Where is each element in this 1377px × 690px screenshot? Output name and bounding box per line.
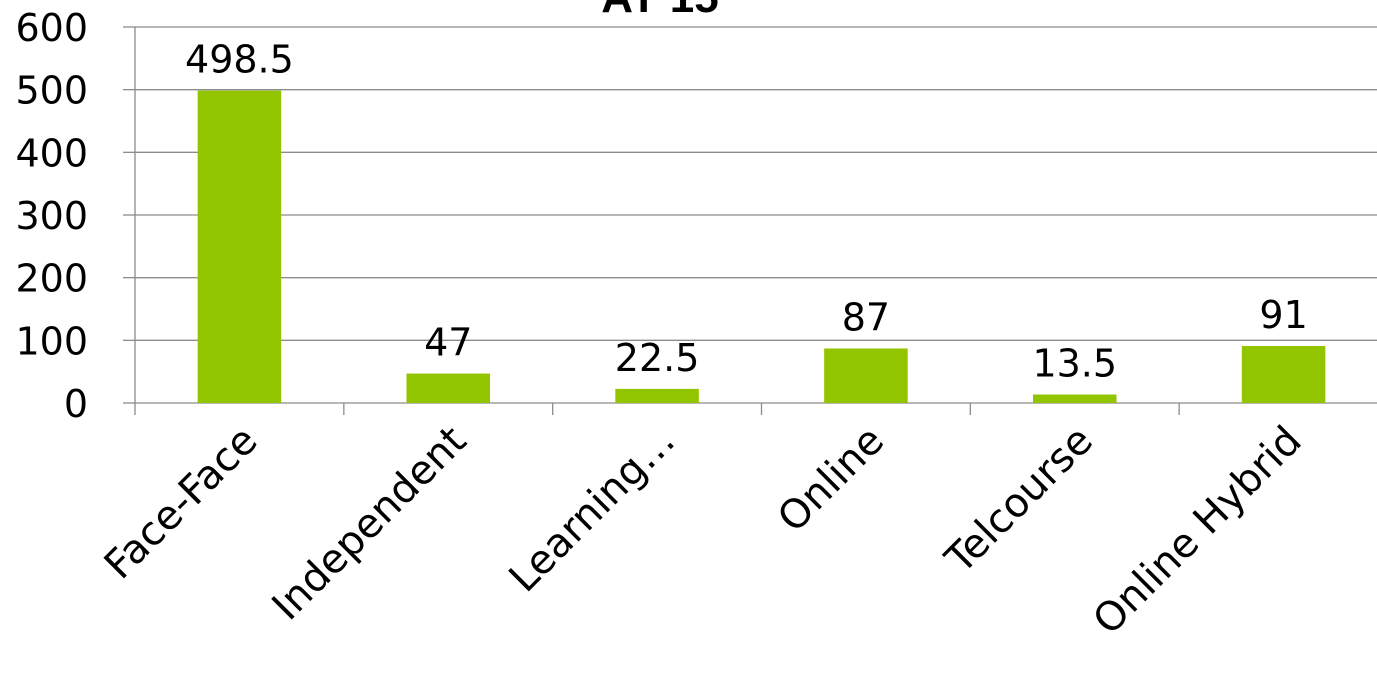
y-tick-label: 0 xyxy=(64,382,88,426)
bars xyxy=(197,90,1326,404)
category-label: Face-Face xyxy=(96,418,267,589)
y-tick-label: 600 xyxy=(15,6,88,50)
y-axis: 0 100 200 300 400 500 600 xyxy=(15,6,136,426)
bar xyxy=(406,373,491,403)
data-label: 13.5 xyxy=(1032,342,1117,386)
category-label: Online Hybrid xyxy=(1085,418,1311,644)
y-tick-label: 500 xyxy=(15,69,88,113)
data-label: 47 xyxy=(424,321,472,365)
gridlines xyxy=(135,26,1377,341)
y-tick-label: 400 xyxy=(15,131,88,175)
bar xyxy=(1241,345,1326,403)
category-label: Learning… xyxy=(501,418,685,602)
y-tick-label: 300 xyxy=(15,194,88,238)
x-axis xyxy=(134,402,1377,415)
bar xyxy=(615,388,699,403)
category-label: Independent xyxy=(264,418,476,630)
data-label: 91 xyxy=(1259,293,1307,337)
y-tick-label: 200 xyxy=(15,257,88,301)
y-tick-label: 100 xyxy=(15,319,88,363)
bar xyxy=(824,348,908,403)
category-label: Online xyxy=(769,418,893,542)
data-label: 87 xyxy=(842,295,890,339)
chart-title: AY 15 xyxy=(601,0,718,22)
data-labels: 498.5 47 22.5 87 13.5 91 xyxy=(185,38,1308,386)
data-label: 22.5 xyxy=(615,336,700,380)
bar xyxy=(1032,394,1117,403)
bar xyxy=(197,90,282,404)
data-label: 498.5 xyxy=(185,38,294,82)
category-label: Telcourse xyxy=(936,418,1102,584)
